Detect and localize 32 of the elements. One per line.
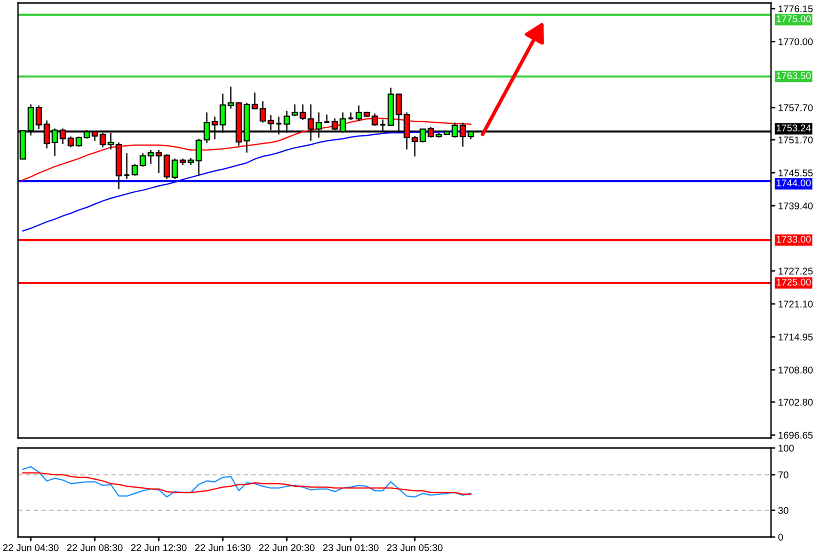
x-tick-label: 22 Jun 20:30 [259,544,315,552]
ref-line-label: 1775.00 [776,15,811,22]
y-tick-label: 100 [778,444,794,452]
x-tick-label: 22 Jun 08:30 [67,544,123,552]
line-series [22,466,472,498]
x-tick-label: 23 Jun 05:30 [387,544,443,552]
y-tick-label: 1776.15 [778,5,813,12]
x-tick-label: 22 Jun 12:30 [131,544,187,552]
y-tick-label: 1739.40 [778,202,813,210]
y-tick-label: 1708.80 [778,366,813,374]
y-tick-label: 1745.55 [778,170,813,176]
candlestick [323,114,330,124]
y-tick-label: 1727.25 [778,268,813,275]
x-tick-label: 23 Jun 01:30 [323,544,379,552]
y-tick-label: 1721.10 [778,300,813,308]
y-tick-label: 1751.70 [778,136,813,144]
y-tick-label: 1696.65 [778,432,813,439]
y-tick-label: 30 [778,507,788,514]
ref-line-label: 1725.00 [776,278,811,286]
y-tick-label: 1757.70 [778,104,813,112]
y-tick-label: 1702.80 [778,398,813,406]
ref-line-label: 1753.24 [776,124,811,132]
y-tick-label: 0 [778,534,783,541]
y-tick-label: 1770.00 [778,38,813,46]
ref-line-label: 1733.00 [776,236,811,243]
x-tick-label: 22 Jun 04:30 [3,544,59,552]
ref-line-label: 1763.50 [776,72,811,80]
line-series [22,472,472,495]
x-tick-label: 22 Jun 16:30 [195,544,251,552]
y-tick-label: 1714.95 [778,334,813,341]
ref-line-label: 1744.00 [776,179,811,186]
y-tick-label: 70 [778,471,788,478]
